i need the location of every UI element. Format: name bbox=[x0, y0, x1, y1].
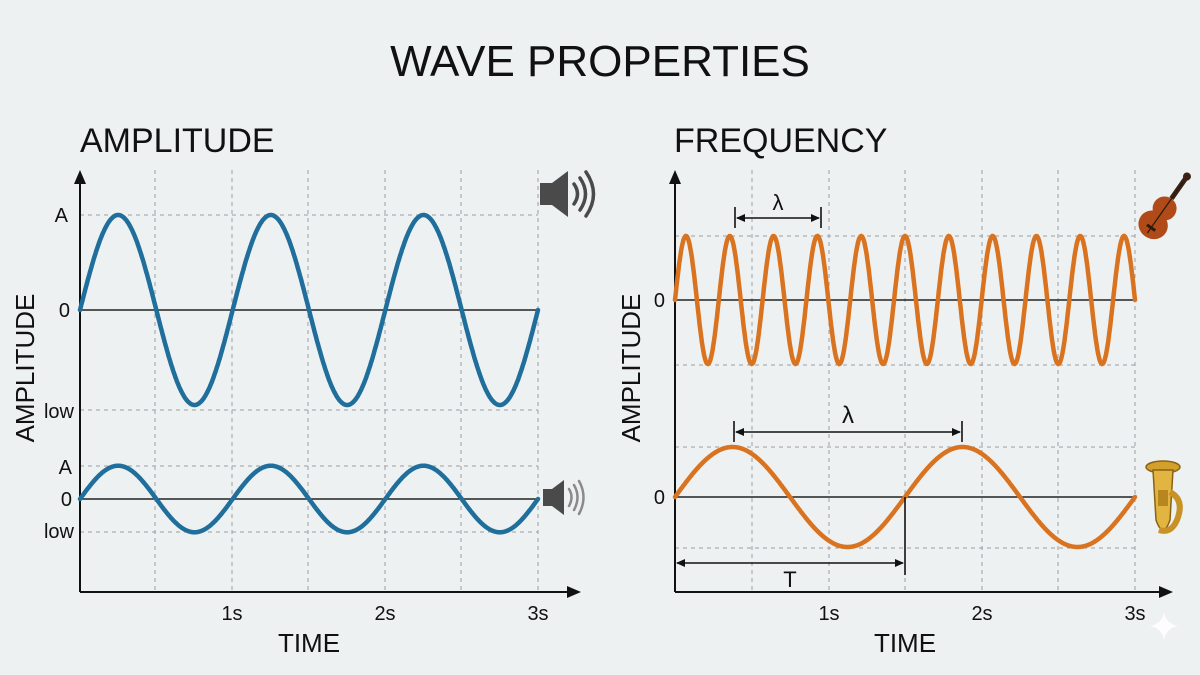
quiet-peak-label: A bbox=[59, 457, 73, 479]
frequency-xtick-3s: 3s bbox=[1124, 603, 1145, 625]
quiet-zero-label: 0 bbox=[61, 489, 72, 511]
loud-peak-label: A bbox=[55, 205, 69, 227]
frequency-low-zero-label: 0 bbox=[654, 487, 665, 509]
amplitude-xtick-1s: 1s bbox=[221, 603, 242, 625]
frequency-y-axis-arrow bbox=[669, 170, 681, 184]
amplitude-panel-heading: AMPLITUDE bbox=[80, 122, 275, 160]
wavelength-label-long: λ bbox=[842, 402, 854, 429]
wavelength-marker-long: λ bbox=[733, 402, 963, 442]
quiet-low-label: low bbox=[44, 521, 75, 543]
frequency-high-zero-label: 0 bbox=[654, 290, 665, 312]
frequency-xtick-1s: 1s bbox=[818, 603, 839, 625]
high-frequency-wave bbox=[672, 233, 1138, 367]
sparkle-icon bbox=[1150, 612, 1178, 640]
frequency-y-axis-label: AMPLITUDE bbox=[616, 294, 646, 443]
amplitude-x-axis-arrow bbox=[567, 586, 581, 598]
loud-zero-label: 0 bbox=[59, 300, 70, 322]
amplitude-y-axis-arrow bbox=[74, 170, 86, 184]
violin-icon bbox=[1138, 172, 1191, 240]
amplitude-x-axis-label: TIME bbox=[278, 628, 340, 658]
period-label: T bbox=[783, 567, 796, 592]
frequency-x-axis-label: TIME bbox=[874, 628, 936, 658]
frequency-xtick-2s: 2s bbox=[971, 603, 992, 625]
speaker-quiet-icon bbox=[543, 479, 585, 516]
wavelength-label-short: λ bbox=[773, 190, 784, 215]
wavelength-marker-short: λ bbox=[734, 190, 822, 228]
amplitude-grid bbox=[80, 170, 539, 592]
period-marker: T bbox=[676, 497, 906, 592]
amplitude-panel: AMPLITUDE A 0 low A 0 low bbox=[10, 122, 596, 658]
tuba-icon bbox=[1145, 460, 1183, 534]
amplitude-xtick-3s: 3s bbox=[527, 603, 548, 625]
amplitude-y-axis-label: AMPLITUDE bbox=[10, 294, 40, 443]
frequency-panel: FREQUENCY 0 0 bbox=[616, 122, 1191, 658]
quiet-sine-wave bbox=[77, 463, 541, 535]
frequency-x-axis-arrow bbox=[1159, 586, 1173, 598]
amplitude-xtick-2s: 2s bbox=[374, 603, 395, 625]
frequency-grid bbox=[675, 170, 1136, 592]
frequency-panel-heading: FREQUENCY bbox=[674, 122, 887, 160]
speaker-loud-icon bbox=[540, 170, 596, 218]
loud-sine-wave bbox=[77, 212, 541, 408]
page-title: WAVE PROPERTIES bbox=[390, 37, 810, 86]
loud-low-label: low bbox=[44, 401, 75, 423]
